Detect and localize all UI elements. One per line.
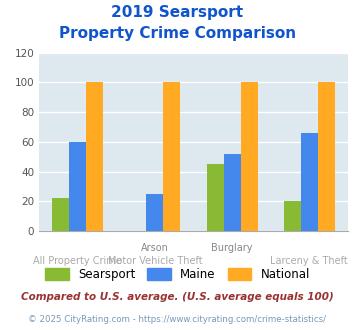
Text: All Property Crime: All Property Crime <box>33 256 122 266</box>
Bar <box>284 201 301 231</box>
Bar <box>318 82 335 231</box>
Bar <box>207 164 224 231</box>
Bar <box>69 142 86 231</box>
Text: 2019 Searsport: 2019 Searsport <box>111 5 244 20</box>
Bar <box>163 82 180 231</box>
Bar <box>86 82 103 231</box>
Text: Compared to U.S. average. (U.S. average equals 100): Compared to U.S. average. (U.S. average … <box>21 292 334 302</box>
Bar <box>224 154 241 231</box>
Bar <box>241 82 258 231</box>
Legend: Searsport, Maine, National: Searsport, Maine, National <box>40 263 315 286</box>
Text: Burglary: Burglary <box>211 243 253 252</box>
Text: © 2025 CityRating.com - https://www.cityrating.com/crime-statistics/: © 2025 CityRating.com - https://www.city… <box>28 315 327 324</box>
Text: Arson: Arson <box>141 243 169 252</box>
Text: Property Crime Comparison: Property Crime Comparison <box>59 26 296 41</box>
Text: Larceny & Theft: Larceny & Theft <box>271 256 348 266</box>
Bar <box>52 198 69 231</box>
Bar <box>146 194 163 231</box>
Text: Motor Vehicle Theft: Motor Vehicle Theft <box>108 256 202 266</box>
Bar <box>301 133 318 231</box>
